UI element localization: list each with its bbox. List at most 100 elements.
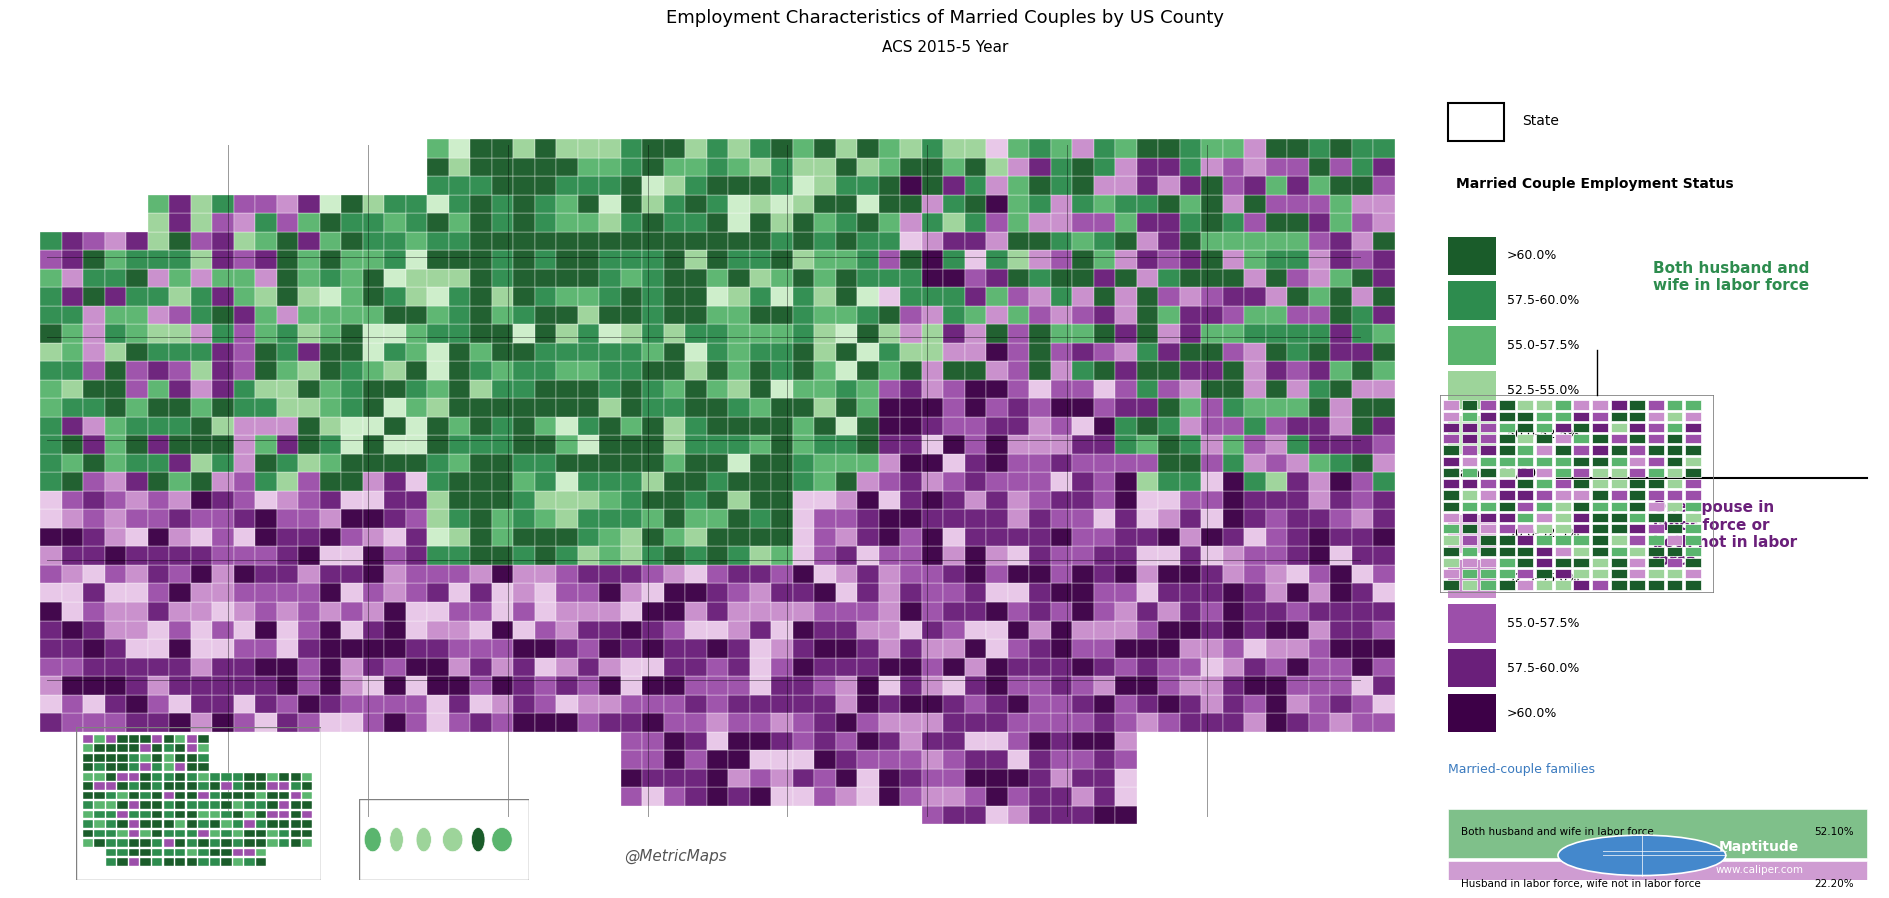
Bar — [1179, 287, 1201, 306]
Bar — [291, 792, 300, 799]
Bar — [727, 453, 750, 472]
Bar — [578, 380, 599, 399]
Bar — [791, 343, 814, 361]
Bar — [1460, 535, 1477, 545]
Bar — [210, 839, 219, 847]
Bar — [1030, 713, 1050, 732]
Bar — [1351, 214, 1373, 232]
Bar — [448, 657, 470, 676]
Bar — [40, 639, 62, 657]
Bar — [1555, 558, 1570, 568]
Bar — [1330, 232, 1351, 251]
Bar — [491, 214, 514, 232]
Bar — [1479, 513, 1496, 522]
Bar — [83, 324, 104, 343]
Bar — [814, 232, 835, 251]
Bar — [686, 472, 706, 491]
Bar — [686, 343, 706, 361]
Bar — [448, 195, 470, 214]
Bar — [383, 565, 406, 584]
Bar — [151, 763, 162, 771]
Text: Employment Characteristics of Married Couples by US County: Employment Characteristics of Married Co… — [665, 9, 1224, 27]
Bar — [232, 849, 244, 856]
Bar — [791, 491, 814, 509]
Bar — [406, 214, 427, 232]
Bar — [1201, 195, 1222, 214]
Bar — [1094, 547, 1115, 565]
Bar — [62, 565, 83, 584]
Bar — [1555, 401, 1570, 409]
Bar — [1286, 380, 1307, 399]
Bar — [1666, 468, 1681, 477]
Bar — [319, 547, 342, 565]
Bar — [1050, 269, 1071, 287]
Bar — [858, 251, 878, 269]
Bar — [1307, 713, 1330, 732]
Bar — [280, 820, 289, 828]
Bar — [642, 769, 663, 787]
Bar — [427, 584, 448, 602]
Bar — [899, 528, 922, 547]
Bar — [922, 472, 943, 491]
Bar — [1307, 214, 1330, 232]
Bar — [187, 763, 196, 771]
Bar — [470, 139, 491, 158]
Bar — [363, 195, 383, 214]
Bar — [835, 380, 858, 399]
Bar — [244, 820, 255, 828]
Bar — [406, 399, 427, 417]
Bar — [899, 750, 922, 769]
Bar — [899, 232, 922, 251]
Bar — [858, 324, 878, 343]
Bar — [383, 361, 406, 380]
Bar — [1135, 453, 1158, 472]
Bar — [83, 621, 104, 639]
Bar — [117, 744, 128, 753]
Bar — [858, 195, 878, 214]
Bar — [963, 750, 986, 769]
Bar — [963, 676, 986, 694]
Bar — [255, 528, 276, 547]
Bar — [514, 158, 535, 176]
Bar — [106, 763, 115, 771]
Bar — [878, 602, 899, 621]
Bar — [319, 417, 342, 436]
Bar — [298, 436, 319, 453]
Bar — [1030, 139, 1050, 158]
Bar — [514, 139, 535, 158]
Bar — [212, 602, 234, 621]
Bar — [470, 639, 491, 657]
Bar — [1266, 676, 1286, 694]
Bar — [963, 453, 986, 472]
Bar — [117, 735, 128, 743]
Bar — [599, 621, 620, 639]
Ellipse shape — [491, 828, 512, 851]
Bar — [1115, 676, 1135, 694]
Bar — [943, 324, 963, 343]
Bar — [383, 380, 406, 399]
Bar — [1050, 195, 1071, 214]
Bar — [117, 773, 128, 780]
Bar — [212, 565, 234, 584]
Bar — [943, 343, 963, 361]
Bar — [1030, 565, 1050, 584]
Bar — [1071, 584, 1094, 602]
Bar — [858, 472, 878, 491]
Bar — [1498, 468, 1513, 477]
Bar — [1071, 750, 1094, 769]
Bar — [491, 491, 514, 509]
Bar — [1222, 472, 1243, 491]
Bar — [727, 602, 750, 621]
Bar — [1158, 491, 1179, 509]
Bar — [1330, 287, 1351, 306]
Bar — [555, 621, 578, 639]
Bar — [1158, 287, 1179, 306]
Bar — [899, 269, 922, 287]
Bar — [210, 792, 219, 799]
Bar — [94, 801, 104, 809]
Bar — [963, 639, 986, 657]
FancyBboxPatch shape — [1447, 809, 1866, 858]
Bar — [1330, 528, 1351, 547]
Bar — [94, 763, 104, 771]
Bar — [555, 195, 578, 214]
